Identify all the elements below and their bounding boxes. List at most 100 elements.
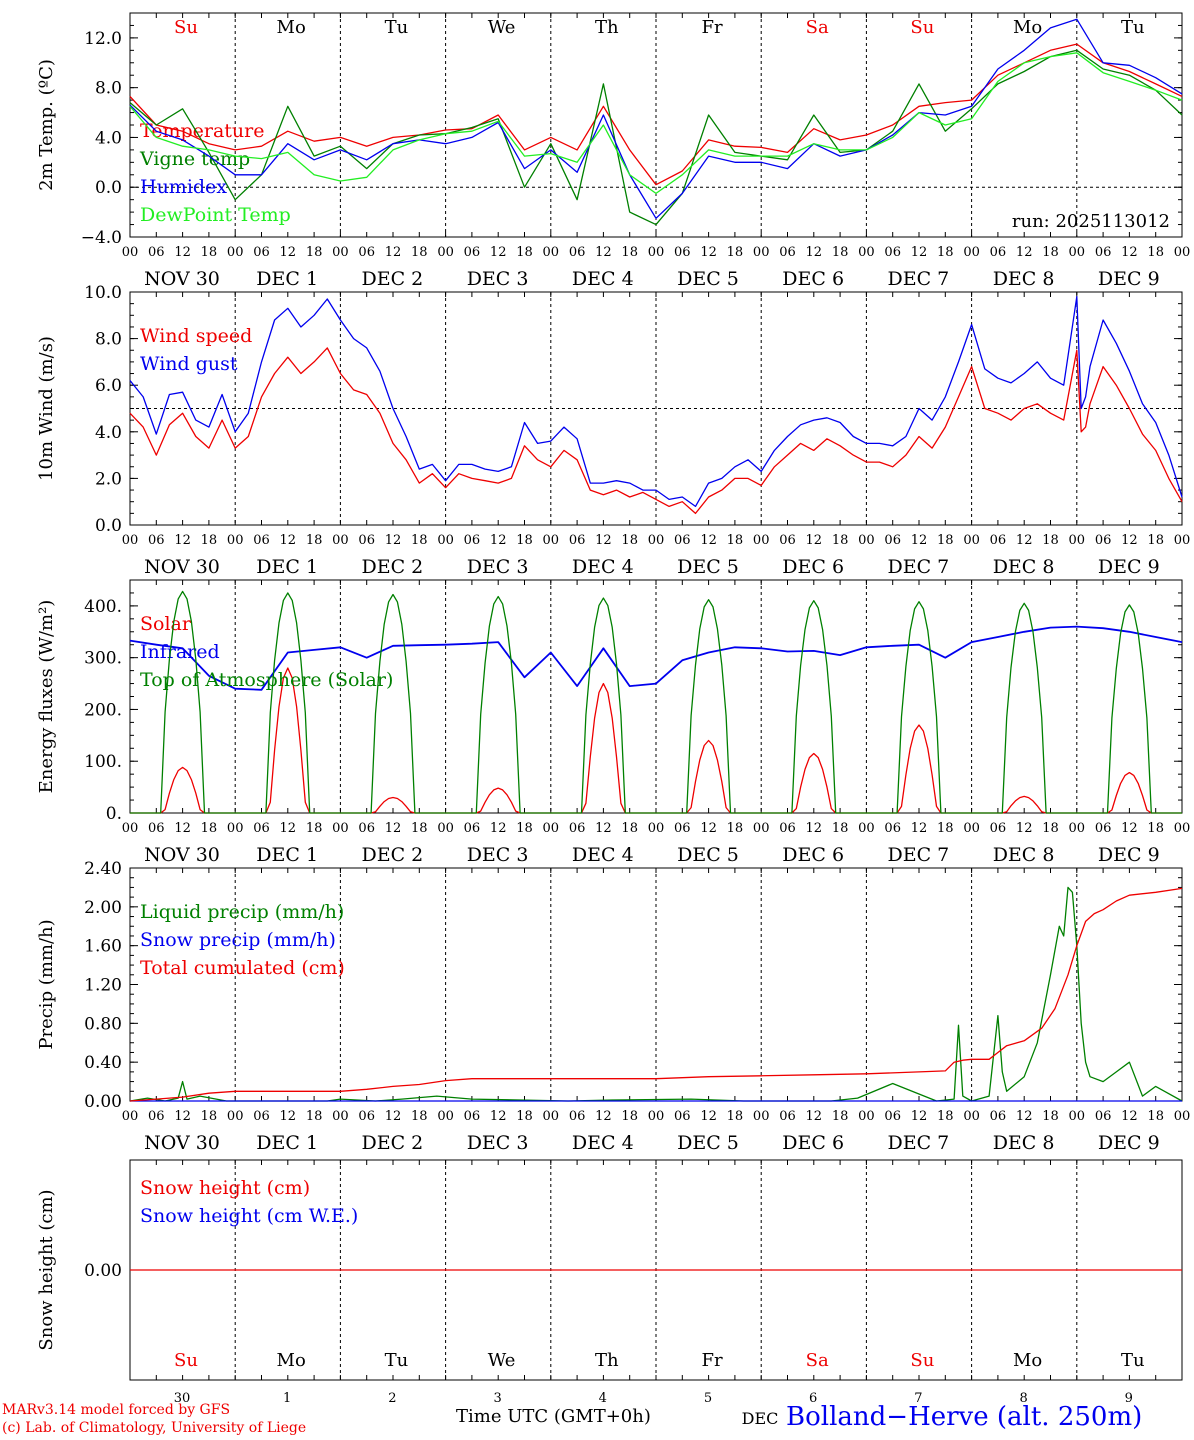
y-axis-title: Energy fluxes (W/m²)	[36, 600, 57, 794]
date-label: DEC 9	[1098, 844, 1160, 866]
x-tick-label: 00	[1069, 1109, 1086, 1124]
x-tick-label: 18	[832, 533, 849, 548]
y-tick-label: 4.0	[95, 423, 122, 443]
legend-entry: Snow height (cm W.E.)	[140, 1205, 358, 1227]
date-label: DEC 2	[362, 844, 424, 866]
y-tick-label: 2.40	[84, 859, 122, 879]
x-tick-label: 00	[122, 533, 139, 548]
x-tick-label: 00	[1174, 821, 1191, 836]
x-tick-label: 18	[727, 245, 744, 260]
x-tick-label: 00	[122, 821, 139, 836]
x-tick-label: 06	[253, 821, 270, 836]
date-label: DEC 3	[467, 556, 529, 578]
x-tick-label: 12	[280, 821, 297, 836]
date-label: DEC 9	[1098, 268, 1160, 290]
legend-entry: Vigne temp	[139, 148, 250, 170]
x-tick-label: 18	[201, 533, 218, 548]
date-label: DEC 2	[362, 556, 424, 578]
weekday-label: Fr	[701, 1350, 722, 1371]
x-tick-label: 06	[569, 821, 586, 836]
date-label: DEC 3	[467, 1132, 529, 1154]
station-label: Bolland−Herve (alt. 250m)	[786, 1402, 1143, 1432]
x-tick-label: 12	[806, 821, 823, 836]
x-tick-label: 12	[174, 245, 191, 260]
date-label: DEC 7	[888, 1132, 950, 1154]
weekday-label: Fr	[701, 17, 722, 38]
x-tick-label: 06	[884, 245, 901, 260]
day-number: 30	[174, 1391, 191, 1406]
date-label: DEC 5	[677, 556, 739, 578]
day-number: 8	[1019, 1391, 1027, 1406]
x-tick-label: 18	[411, 533, 428, 548]
date-label: DEC 4	[572, 1132, 634, 1154]
x-tick-label: 18	[621, 1109, 638, 1124]
x-tick-label: 12	[490, 245, 507, 260]
y-tick-label: 6.0	[95, 376, 122, 396]
weekday-label: Sa	[806, 17, 829, 38]
x-tick-label: 06	[148, 533, 165, 548]
x-tick-label: 06	[1095, 533, 1112, 548]
series-line	[129, 887, 1183, 1102]
date-label: DEC 6	[782, 844, 844, 866]
x-tick-label: 18	[1042, 245, 1059, 260]
x-tick-label: 12	[1016, 1109, 1033, 1124]
date-label: DEC 4	[572, 556, 634, 578]
x-tick-label: 12	[174, 533, 191, 548]
x-tick-label: 00	[753, 245, 770, 260]
x-tick-label: 06	[464, 533, 481, 548]
date-label: DEC 8	[993, 556, 1055, 578]
date-label: DEC 1	[256, 556, 318, 578]
weekday-label: Mo	[277, 17, 306, 38]
date-label: DEC 2	[362, 1132, 424, 1154]
x-tick-label: 18	[621, 245, 638, 260]
series-line	[129, 43, 1183, 186]
x-tick-label: 00	[122, 245, 139, 260]
date-label: DEC 5	[677, 268, 739, 290]
day-number: 5	[704, 1391, 712, 1406]
x-tick-label: 06	[990, 821, 1007, 836]
x-tick-label: 12	[806, 1109, 823, 1124]
x-tick-label: 00	[227, 245, 244, 260]
date-label: DEC 1	[256, 844, 318, 866]
x-tick-label: 18	[201, 1109, 218, 1124]
weekday-label: Tu	[1121, 17, 1145, 38]
x-tick-label: 12	[1121, 533, 1138, 548]
x-tick-label: 00	[858, 245, 875, 260]
x-tick-label: 00	[332, 245, 349, 260]
day-number: 9	[1125, 1391, 1133, 1406]
y-tick-label: 8.0	[95, 330, 122, 350]
x-tick-label: 12	[174, 1109, 191, 1124]
x-tick-label: 06	[464, 1109, 481, 1124]
x-tick-label: 06	[253, 533, 270, 548]
legend-entry: DewPoint Temp	[140, 204, 291, 226]
x-tick-label: 18	[937, 533, 954, 548]
y-tick-label: 0.	[106, 804, 122, 824]
x-tick-label: 12	[806, 533, 823, 548]
x-tick-label: 00	[963, 821, 980, 836]
weekday-label: Sa	[806, 1350, 829, 1371]
date-label: DEC 6	[782, 268, 844, 290]
x-tick-label: 18	[1147, 821, 1164, 836]
day-number: 2	[388, 1391, 396, 1406]
x-tick-label: 12	[911, 821, 928, 836]
x-tick-label: 12	[700, 1109, 717, 1124]
date-label: NOV 30	[144, 268, 220, 290]
x-tick-label: 00	[1174, 533, 1191, 548]
date-label: DEC 1	[256, 1132, 318, 1154]
x-tick-label: 00	[1069, 821, 1086, 836]
day-number: 1	[283, 1391, 291, 1406]
x-tick-label: 00	[648, 245, 665, 260]
x-tick-label: 12	[595, 533, 612, 548]
x-tick-label: 06	[464, 821, 481, 836]
date-label: DEC 3	[467, 844, 529, 866]
day-number: 3	[493, 1391, 501, 1406]
date-label: DEC 2	[362, 268, 424, 290]
x-tick-label: 00	[122, 1109, 139, 1124]
x-tick-label: 12	[280, 533, 297, 548]
date-label: DEC 7	[888, 556, 950, 578]
x-tick-label: 18	[306, 533, 323, 548]
x-tick-label: 00	[1174, 245, 1191, 260]
x-tick-label: 00	[543, 245, 560, 260]
x-tick-label: 06	[884, 821, 901, 836]
